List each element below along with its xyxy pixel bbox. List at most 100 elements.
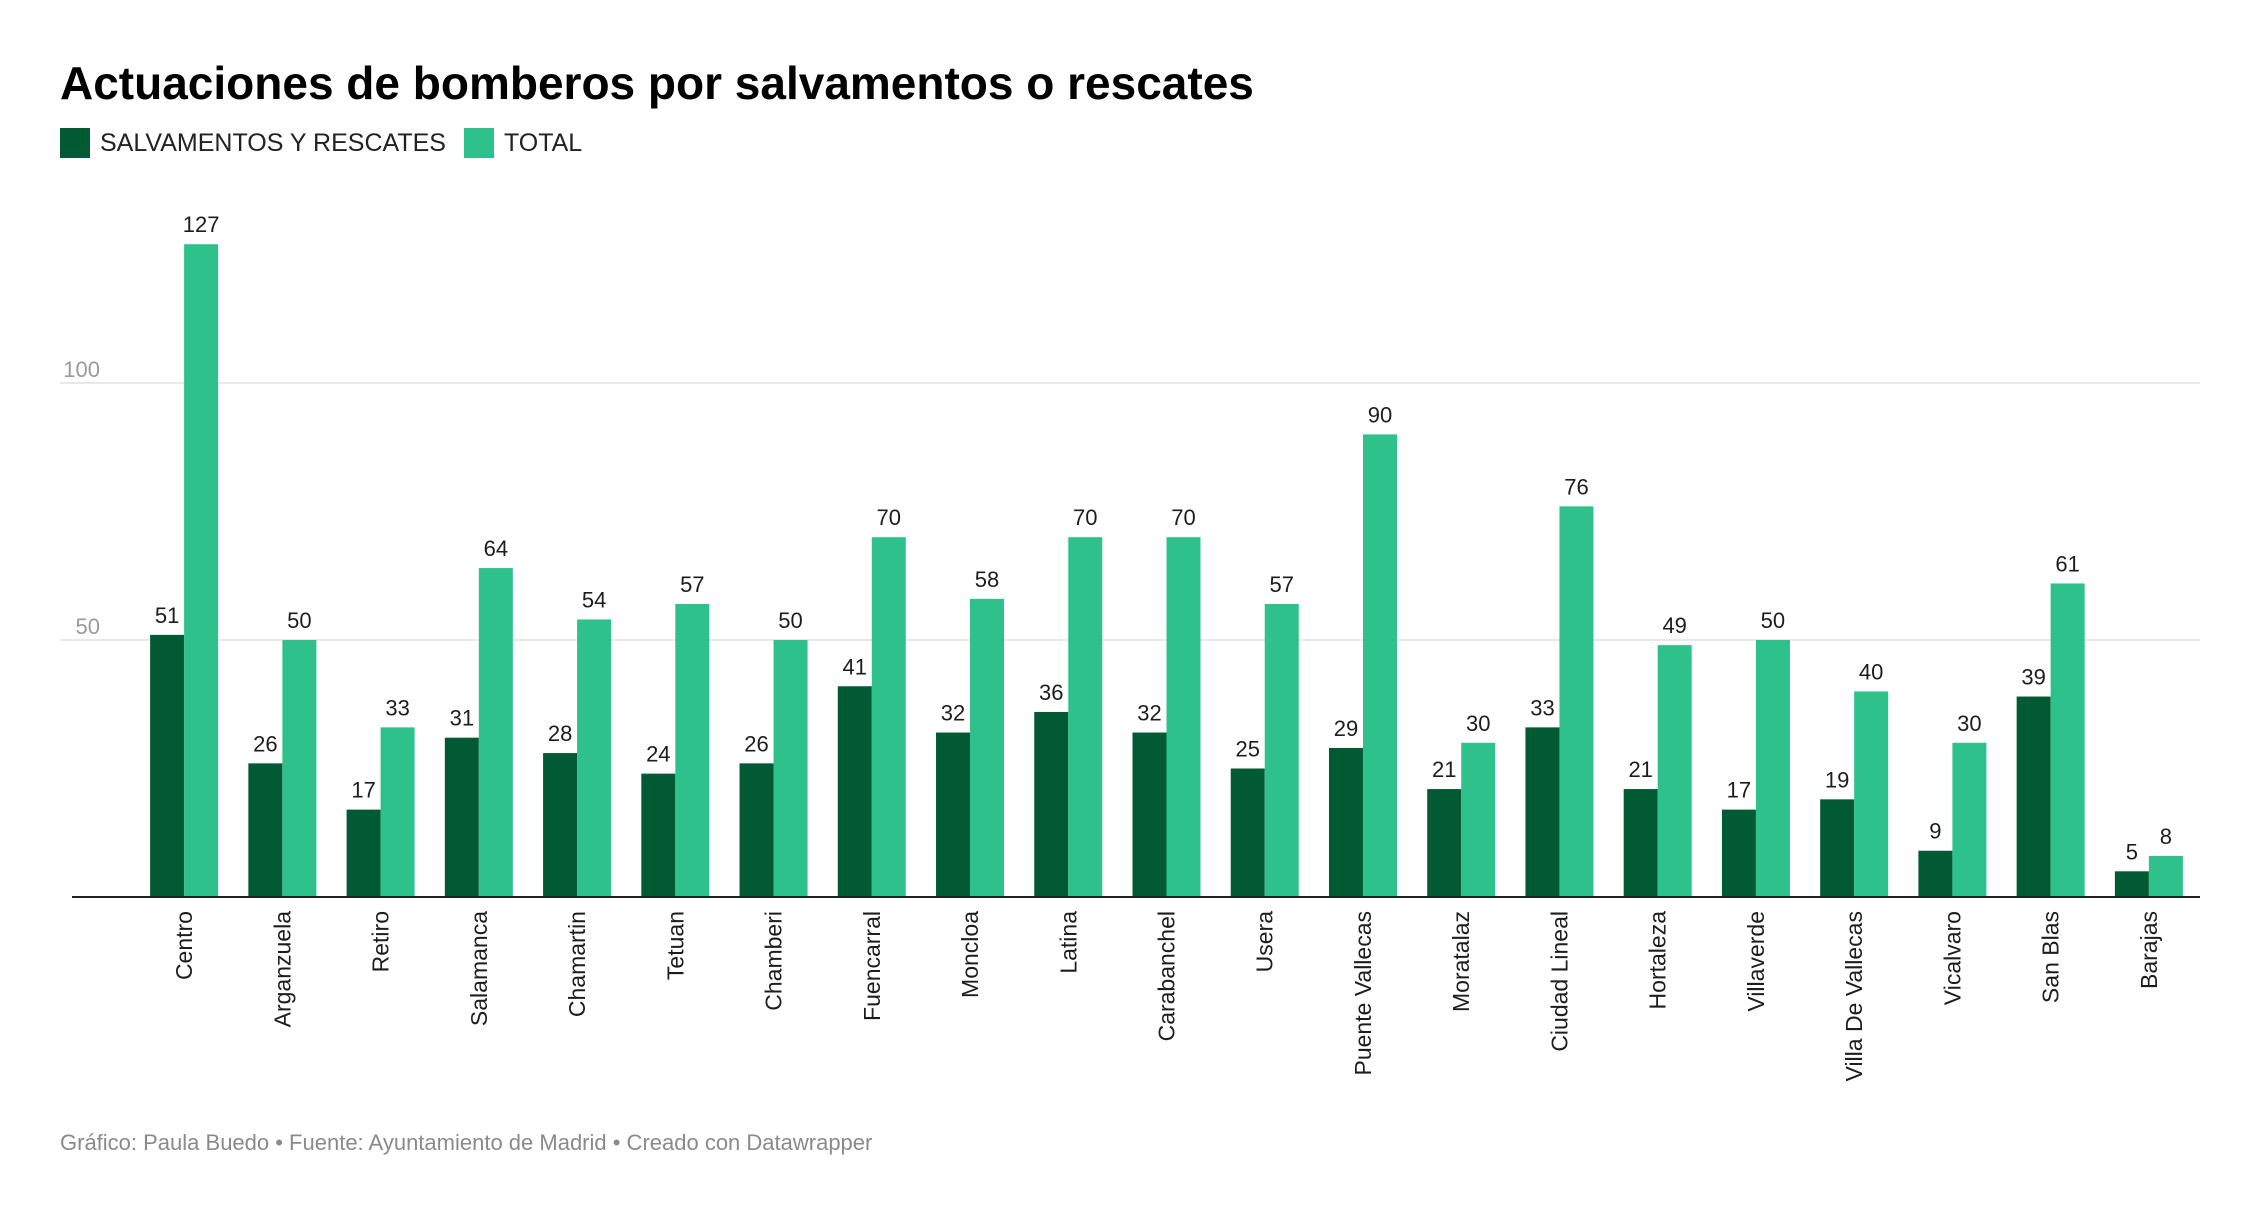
data-label-salvamentos-0: 51 <box>155 603 179 628</box>
bar-salvamentos-19 <box>2016 696 2051 897</box>
x-tick-label-11: Usera <box>1252 911 1278 973</box>
data-label-total-11: 57 <box>1269 572 1293 597</box>
x-tick-label-12: Puente Vallecas <box>1350 911 1376 1076</box>
data-label-total-10: 70 <box>1171 505 1195 530</box>
data-label-total-14: 76 <box>1564 474 1588 499</box>
bar-total-6 <box>773 640 808 897</box>
bar-salvamentos-1 <box>248 763 283 897</box>
x-tick-label-1: Arganzuela <box>269 911 295 1028</box>
x-tick-label-17: Villa De Vallecas <box>1841 911 1867 1081</box>
data-label-salvamentos-2: 17 <box>351 778 375 803</box>
data-label-total-7: 70 <box>877 505 901 530</box>
bar-salvamentos-0 <box>150 634 185 897</box>
x-tick-label-10: Carabanchel <box>1154 911 1180 1041</box>
x-tick-label-18: Vicalvaro <box>1939 911 1965 1005</box>
legend-item-total: TOTAL <box>463 128 582 158</box>
legend: SALVAMENTOS Y RESCATES TOTAL <box>60 128 600 158</box>
x-tick-label-8: Moncloa <box>957 911 983 998</box>
bar-salvamentos-3 <box>444 737 479 897</box>
data-label-total-15: 49 <box>1662 613 1686 638</box>
bar-total-2 <box>380 727 415 897</box>
bar-total-0 <box>184 244 219 898</box>
data-label-total-3: 64 <box>484 536 508 561</box>
bar-total-19 <box>2050 583 2085 897</box>
data-label-salvamentos-11: 25 <box>1235 737 1259 762</box>
data-label-salvamentos-6: 26 <box>744 731 768 756</box>
bar-total-1 <box>282 640 317 897</box>
bar-total-9 <box>1068 537 1103 897</box>
data-label-salvamentos-17: 19 <box>1825 767 1849 792</box>
bar-total-13 <box>1461 742 1496 897</box>
bar-total-17 <box>1854 691 1889 897</box>
data-label-total-19: 61 <box>2055 551 2079 576</box>
data-label-total-0: 127 <box>183 212 220 237</box>
data-label-salvamentos-10: 32 <box>1137 701 1161 726</box>
bar-salvamentos-9 <box>1034 711 1069 897</box>
data-label-total-17: 40 <box>1859 659 1883 684</box>
bar-total-7 <box>871 537 906 897</box>
x-tick-label-0: Centro <box>171 911 197 980</box>
data-label-total-13: 30 <box>1466 711 1490 736</box>
legend-label-salvamentos: SALVAMENTOS Y RESCATES <box>100 128 446 157</box>
x-tick-label-9: Latina <box>1055 911 1081 974</box>
data-label-total-5: 57 <box>680 572 704 597</box>
source-footer: Gráfico: Paula Buedo • Fuente: Ayuntamie… <box>60 1130 873 1155</box>
data-label-total-6: 50 <box>778 608 802 633</box>
data-label-total-12: 90 <box>1368 402 1392 427</box>
x-tick-label-2: Retiro <box>368 911 394 972</box>
data-label-salvamentos-12: 29 <box>1334 716 1358 741</box>
bar-total-18 <box>1952 742 1987 897</box>
bar-total-11 <box>1264 604 1299 897</box>
bar-salvamentos-18 <box>1918 850 1953 897</box>
data-label-total-4: 54 <box>582 587 606 612</box>
bar-total-15 <box>1657 645 1692 897</box>
data-label-total-1: 50 <box>287 608 311 633</box>
legend-swatch-salvamentos <box>60 128 90 158</box>
data-label-salvamentos-16: 17 <box>1727 778 1751 803</box>
x-tick-label-6: Chamberi <box>761 911 787 1011</box>
legend-swatch-total <box>463 128 494 158</box>
bar-salvamentos-13 <box>1427 789 1462 897</box>
x-tick-label-19: San Blas <box>2038 911 2064 1003</box>
bar-chart: 50 100 51 127 Centro 26 50 Arganzuela 17 33 Retiro… <box>60 212 2200 1081</box>
legend-item-salvamentos: SALVAMENTOS Y RESCATES <box>60 128 446 158</box>
bar-salvamentos-17 <box>1820 799 1855 897</box>
data-label-salvamentos-18: 9 <box>1929 819 1941 844</box>
data-label-salvamentos-7: 41 <box>843 654 867 679</box>
data-label-salvamentos-9: 36 <box>1039 680 1063 705</box>
x-tick-label-5: Tetuan <box>662 911 688 980</box>
data-label-salvamentos-4: 28 <box>548 721 572 746</box>
bar-salvamentos-14 <box>1525 727 1560 897</box>
data-label-salvamentos-8: 32 <box>941 701 965 726</box>
data-label-total-16: 50 <box>1761 608 1785 633</box>
x-tick-label-16: Villaverde <box>1743 911 1769 1012</box>
data-label-salvamentos-20: 5 <box>2126 839 2138 864</box>
data-label-total-2: 33 <box>385 695 409 720</box>
bar-salvamentos-5 <box>641 773 676 897</box>
data-label-total-9: 70 <box>1073 505 1097 530</box>
data-label-salvamentos-15: 21 <box>1628 757 1652 782</box>
data-label-total-18: 30 <box>1957 711 1981 736</box>
bar-total-20 <box>2148 855 2183 897</box>
bar-total-8 <box>970 598 1005 897</box>
data-label-salvamentos-14: 33 <box>1530 695 1554 720</box>
bar-salvamentos-15 <box>1623 789 1658 897</box>
data-label-total-8: 58 <box>975 567 999 592</box>
x-tick-label-13: Moratalaz <box>1448 911 1474 1012</box>
bar-salvamentos-4 <box>543 753 578 897</box>
x-tick-label-4: Chamartin <box>564 911 590 1017</box>
y-tick-label-50: 50 <box>76 614 100 639</box>
data-label-salvamentos-1: 26 <box>253 731 277 756</box>
bar-total-5 <box>675 604 710 897</box>
y-tick-label-100: 100 <box>63 357 100 382</box>
bar-salvamentos-20 <box>2114 871 2149 897</box>
x-tick-label-20: Barajas <box>2136 911 2162 989</box>
x-tick-label-7: Fuencarral <box>859 911 885 1021</box>
bar-salvamentos-7 <box>837 686 872 897</box>
bar-total-14 <box>1559 506 1594 897</box>
x-tick-label-15: Hortaleza <box>1645 911 1671 1010</box>
data-label-salvamentos-13: 21 <box>1432 757 1456 782</box>
x-tick-label-14: Ciudad Lineal <box>1546 911 1572 1052</box>
bar-total-16 <box>1755 640 1790 897</box>
bar-salvamentos-16 <box>1721 809 1756 897</box>
